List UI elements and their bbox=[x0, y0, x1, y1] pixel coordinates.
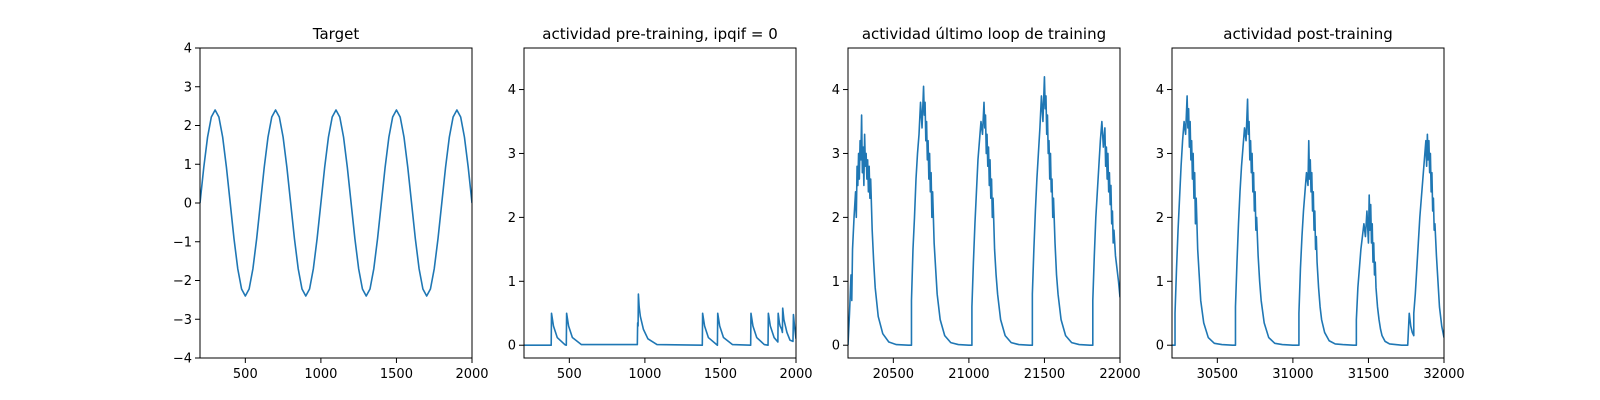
y-tick-label: −4 bbox=[173, 352, 192, 367]
chart-title: actividad último loop de training bbox=[862, 25, 1106, 43]
series-line-4-1 bbox=[1172, 95, 1444, 347]
y-tick-label: 4 bbox=[184, 42, 192, 57]
chart-title: Target bbox=[312, 25, 360, 43]
x-tick-label: 30500 bbox=[1197, 367, 1238, 382]
y-tick-label: 2 bbox=[1156, 211, 1164, 226]
panel-4: 30500 31000 31500 32000 0 1 2 3 4 actividad post-… bbox=[1156, 25, 1465, 382]
x-tick-label: 2000 bbox=[779, 367, 812, 382]
y-tick-label: 3 bbox=[832, 147, 840, 162]
x-tick-label: 2000 bbox=[455, 367, 488, 382]
axes-frame bbox=[1171, 47, 1445, 359]
y-tick-label: 2 bbox=[184, 119, 192, 134]
y-tick-label: 4 bbox=[508, 83, 516, 98]
y-tick-label: 1 bbox=[1156, 275, 1164, 290]
x-tick-label: 500 bbox=[233, 367, 258, 382]
chart-title: actividad post-training bbox=[1223, 25, 1392, 43]
axes-frame bbox=[199, 47, 473, 359]
y-tick-label: 0 bbox=[1156, 339, 1164, 354]
chart-title: actividad pre-training, ipqif = 0 bbox=[542, 25, 778, 43]
x-tick-label: 1500 bbox=[380, 367, 413, 382]
series-line-1-1 bbox=[200, 109, 472, 297]
y-tick-label: −1 bbox=[173, 235, 192, 250]
x-tick-label: 1000 bbox=[304, 367, 337, 382]
y-tick-label: 1 bbox=[184, 158, 192, 173]
y-tick-label: 0 bbox=[508, 339, 516, 354]
y-tick-label: 3 bbox=[1156, 147, 1164, 162]
y-tick-label: 0 bbox=[184, 197, 192, 212]
series-line-3-1 bbox=[848, 75, 1120, 347]
x-tick-label: 31500 bbox=[1348, 367, 1389, 382]
panel-1: 500 1000 1500 2000 −4 −3 −2 −1 0 1 2 3 4 Target bbox=[173, 25, 489, 382]
y-tick-label: 0 bbox=[832, 339, 840, 354]
x-tick-label: 31000 bbox=[1272, 367, 1313, 382]
panel-3: 20500 21000 21500 22000 0 1 2 3 4 actividad últim… bbox=[832, 25, 1141, 382]
y-tick-label: 2 bbox=[832, 211, 840, 226]
x-tick-label: 22000 bbox=[1099, 367, 1140, 382]
y-tick-label: 3 bbox=[508, 147, 516, 162]
x-tick-label: 1000 bbox=[628, 367, 661, 382]
series-line-2-1 bbox=[524, 293, 796, 347]
x-tick-label: 21000 bbox=[948, 367, 989, 382]
y-tick-label: −3 bbox=[173, 313, 192, 328]
x-tick-label: 500 bbox=[557, 367, 582, 382]
axes-frame bbox=[523, 47, 797, 359]
panel-2: 500 1000 1500 2000 0 1 2 3 4 actividad pre-traini… bbox=[508, 25, 813, 382]
x-tick-label: 32000 bbox=[1423, 367, 1464, 382]
y-tick-label: 3 bbox=[184, 80, 192, 95]
axes-frame bbox=[847, 47, 1121, 359]
y-tick-label: 1 bbox=[508, 275, 516, 290]
y-tick-label: −2 bbox=[173, 274, 192, 289]
y-tick-label: 4 bbox=[832, 83, 840, 98]
x-tick-label: 1500 bbox=[704, 367, 737, 382]
y-tick-label: 2 bbox=[508, 211, 516, 226]
y-tick-label: 4 bbox=[1156, 83, 1164, 98]
y-tick-label: 1 bbox=[832, 275, 840, 290]
x-tick-label: 21500 bbox=[1024, 367, 1065, 382]
x-tick-label: 20500 bbox=[873, 367, 914, 382]
